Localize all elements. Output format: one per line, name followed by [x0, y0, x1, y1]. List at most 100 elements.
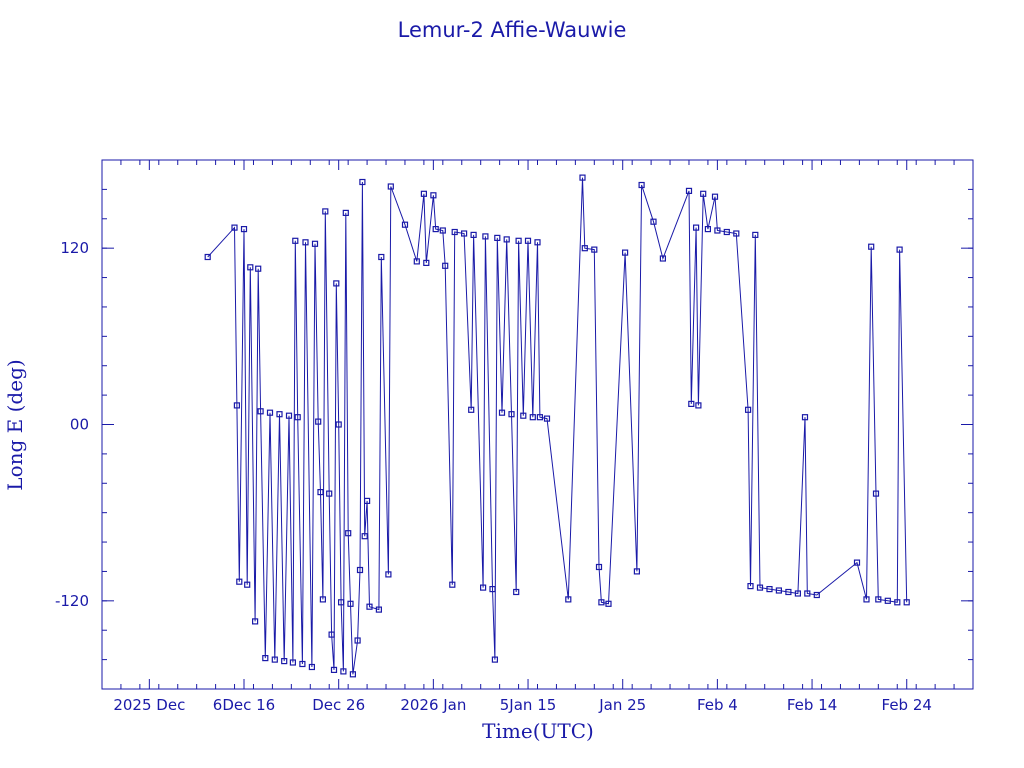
data-point [650, 218, 657, 225]
data-point [231, 224, 238, 231]
data-point [266, 409, 274, 416]
data-point [595, 563, 603, 571]
data-point [439, 227, 446, 234]
data-point [322, 208, 329, 215]
data-point [356, 566, 364, 574]
data-point [326, 490, 333, 497]
data-point [565, 596, 572, 603]
data-point [515, 237, 522, 244]
data-point [315, 418, 322, 425]
data-point [543, 415, 551, 422]
data-point [875, 596, 882, 603]
data-point [863, 596, 870, 603]
data-point [442, 262, 449, 269]
x-tick-label: Feb 14 [787, 696, 837, 714]
data-point [294, 414, 301, 421]
data-point [468, 406, 475, 413]
data-point [804, 590, 811, 597]
data-point [884, 597, 891, 604]
data-point [328, 631, 335, 638]
data-point [451, 228, 458, 236]
data-point [534, 239, 541, 246]
data-point [529, 414, 536, 421]
data-point [752, 231, 759, 238]
data-point [723, 228, 730, 236]
data-point [347, 600, 354, 607]
data-point [605, 600, 612, 607]
data-point [813, 591, 820, 599]
data-point [714, 227, 721, 234]
data-point [366, 603, 373, 610]
data-point [330, 666, 338, 674]
data-point [520, 412, 527, 419]
data-point [489, 585, 496, 593]
data-point [591, 246, 598, 253]
data-point [896, 246, 903, 253]
data-point [401, 221, 409, 228]
data-point [756, 584, 764, 591]
data-point [461, 230, 468, 237]
data-point [255, 265, 262, 272]
data-point [364, 497, 371, 504]
data-point [733, 230, 740, 237]
data-point [704, 226, 712, 233]
data-point [276, 411, 283, 418]
data-point [853, 559, 861, 566]
data-point [633, 568, 641, 575]
data-point [236, 578, 243, 585]
data-point [801, 414, 809, 421]
y-tick-label: 120 [60, 239, 89, 257]
data-point [432, 226, 439, 233]
data-point [244, 581, 251, 588]
data-point [252, 618, 259, 625]
data-point [695, 402, 702, 409]
x-tick-label: Jan 25 [598, 696, 646, 714]
data-point [785, 588, 792, 596]
data-point [579, 174, 586, 181]
data-point [204, 253, 211, 261]
data-point [503, 236, 510, 243]
data-point [430, 192, 437, 199]
y-axis-label: Long E (deg) [3, 359, 27, 490]
x-axis-label: Time(UTC) [482, 719, 594, 743]
series-line [207, 177, 908, 675]
x-tick-label: 2026 Jan [400, 696, 466, 714]
data-point [311, 240, 319, 247]
data-point [423, 259, 430, 266]
x-tick-label: Dec 26 [312, 696, 365, 714]
data-point [794, 590, 802, 597]
data-point [508, 411, 515, 418]
data-point [868, 243, 875, 250]
data-point [338, 599, 345, 606]
data-point [335, 421, 342, 428]
data-point [598, 599, 605, 606]
x-tick-label: 2025 Dec [113, 696, 185, 714]
data-point [262, 654, 269, 662]
data-point [711, 193, 719, 200]
data-point [345, 530, 352, 537]
data-point [281, 657, 288, 665]
x-tick-label: Feb 4 [697, 696, 738, 714]
data-point [659, 255, 667, 262]
data-point [692, 224, 700, 231]
data-point [638, 181, 645, 189]
data-point [524, 237, 532, 244]
data-point [903, 599, 910, 606]
data-point [894, 599, 901, 606]
data-point [536, 414, 544, 421]
data-point [700, 190, 707, 197]
data-point [581, 245, 588, 252]
data-point [247, 264, 254, 271]
data-point [333, 280, 340, 287]
data-point [240, 226, 248, 233]
x-tick-label: Feb 24 [882, 696, 932, 714]
data-point [385, 571, 392, 578]
data-point [354, 637, 361, 644]
x-tick-label: 5Jan 15 [500, 696, 557, 714]
x-tick-label: 6Dec 16 [213, 696, 275, 714]
data-point [872, 490, 880, 497]
data-point [233, 402, 240, 409]
data-point [340, 668, 347, 675]
data-point [498, 409, 506, 416]
data-point [299, 660, 306, 668]
